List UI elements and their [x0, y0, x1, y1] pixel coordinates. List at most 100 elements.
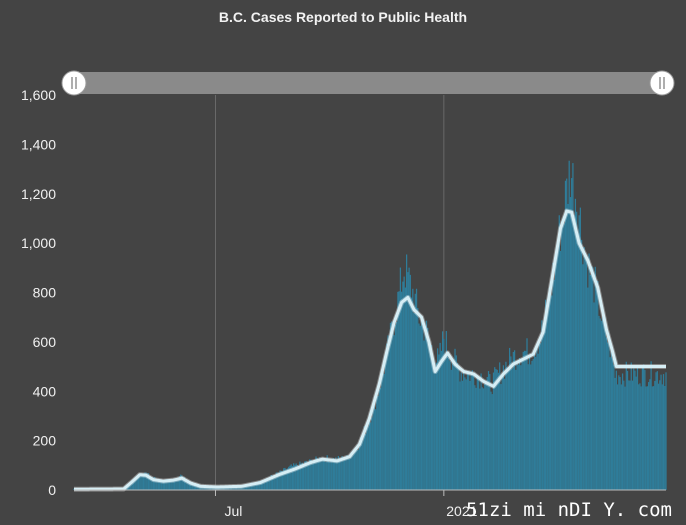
bar — [552, 262, 554, 490]
range-slider-track[interactable] — [74, 72, 666, 94]
bar — [556, 254, 558, 490]
bar — [335, 457, 337, 490]
watermark: 51zi mi nDI Y. com — [466, 499, 672, 521]
bar — [551, 295, 553, 490]
bar — [597, 280, 599, 490]
bar — [580, 239, 583, 490]
bar — [327, 458, 330, 490]
bar — [150, 476, 152, 490]
bar — [366, 427, 368, 490]
bar — [571, 178, 573, 490]
bar — [473, 374, 475, 490]
bar — [300, 463, 302, 490]
bar — [640, 386, 642, 490]
bar — [460, 372, 462, 490]
bar — [394, 324, 397, 490]
bar — [173, 480, 176, 490]
bar — [631, 380, 634, 490]
bar — [434, 368, 436, 490]
bar — [417, 307, 419, 490]
bar — [435, 362, 438, 490]
bar — [186, 480, 188, 490]
bar — [144, 472, 146, 490]
bar — [450, 369, 452, 490]
bar — [489, 374, 491, 490]
bar — [574, 198, 577, 491]
bar — [527, 364, 529, 490]
bar — [533, 351, 536, 490]
bar — [477, 376, 480, 490]
bar — [238, 486, 240, 490]
bar — [264, 480, 266, 490]
bar — [156, 478, 158, 490]
bar — [439, 342, 441, 490]
bar — [554, 253, 557, 490]
bar — [543, 319, 545, 490]
bar — [649, 379, 651, 490]
bar — [432, 356, 434, 490]
bar — [255, 482, 258, 490]
bar — [325, 461, 327, 490]
bar — [149, 476, 151, 490]
bar — [635, 376, 637, 490]
bar — [625, 361, 627, 490]
bar — [590, 266, 593, 490]
bar — [127, 485, 130, 490]
bar — [577, 235, 579, 490]
bar — [283, 468, 285, 490]
bar — [175, 478, 177, 490]
bar — [535, 356, 537, 490]
bar — [661, 384, 663, 490]
bar — [410, 297, 413, 490]
bar — [389, 322, 392, 490]
bar — [399, 267, 402, 490]
bar — [271, 475, 274, 490]
bar — [422, 322, 424, 490]
bar — [197, 485, 199, 490]
bar — [160, 479, 162, 490]
bar — [280, 470, 282, 490]
bar — [298, 466, 300, 490]
bar — [585, 256, 588, 490]
bar — [268, 477, 270, 490]
bar — [408, 267, 410, 490]
bar — [629, 380, 631, 490]
bar — [350, 456, 352, 490]
bar — [147, 473, 150, 490]
bar — [206, 486, 208, 490]
bar — [510, 356, 512, 490]
bar — [651, 386, 653, 490]
bar — [480, 373, 482, 490]
bar — [579, 207, 581, 491]
bar — [371, 417, 373, 490]
bar — [248, 483, 250, 490]
bar — [531, 360, 533, 490]
bar — [643, 364, 645, 490]
bar — [177, 477, 179, 490]
bar — [140, 473, 142, 490]
bar — [357, 449, 359, 490]
bar — [302, 463, 305, 490]
bar — [553, 279, 555, 490]
bar — [509, 347, 511, 490]
bar — [295, 463, 297, 490]
bar — [301, 462, 303, 490]
bar — [227, 486, 229, 490]
bar — [605, 337, 608, 490]
range-handle-left[interactable] — [61, 70, 87, 96]
bar — [648, 382, 650, 490]
bar — [131, 481, 133, 490]
bar — [249, 483, 251, 490]
bar — [170, 479, 172, 490]
bar — [142, 473, 145, 490]
bar — [567, 203, 569, 490]
bar — [290, 464, 292, 490]
bar — [481, 387, 483, 490]
bar — [443, 338, 445, 490]
bar — [361, 437, 363, 490]
bar — [420, 320, 423, 490]
bar — [459, 381, 461, 490]
range-handle-right[interactable] — [649, 70, 675, 96]
bar — [294, 464, 296, 490]
bar — [506, 367, 508, 490]
